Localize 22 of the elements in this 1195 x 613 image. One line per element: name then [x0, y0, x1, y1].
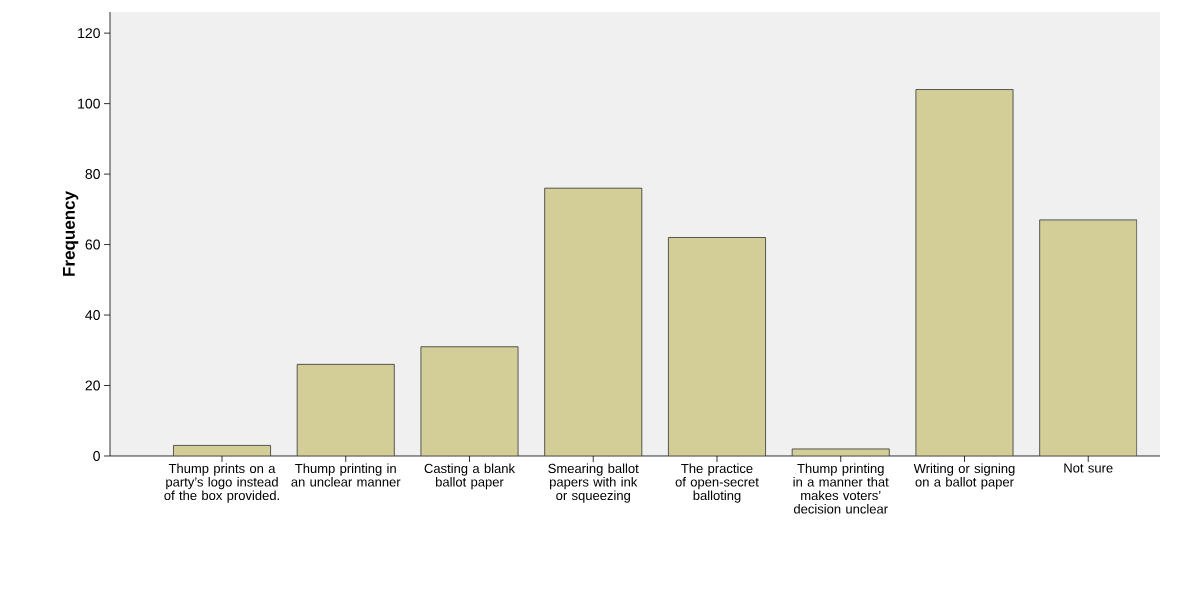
bar	[420, 346, 519, 456]
x-tick-label: Smearing ballot papers with ink or squeezing	[548, 463, 639, 503]
x-tick-label: Thump prints on a party’s logo instead of the box provided.	[164, 463, 279, 503]
x-tick-label: The practice of open-secret balloting	[675, 463, 759, 503]
y-tick-label: 100	[78, 98, 100, 109]
y-tick-label: 20	[85, 380, 100, 391]
x-tick-label: Casting a blank ballot paper	[424, 463, 516, 490]
x-tick-label: Not sure	[1064, 463, 1113, 473]
y-tick-label: 0	[93, 451, 100, 461]
y-axis-title: Frequency	[63, 191, 79, 276]
y-tick-label: 120	[78, 28, 100, 39]
y-tick-label: 80	[85, 169, 100, 180]
x-tick-label: Thump printing in an unclear manner	[291, 463, 401, 487]
bar	[544, 187, 643, 456]
x-tick-label: Writing or signing on a ballot paper	[913, 463, 1015, 490]
bar	[296, 363, 395, 456]
y-tick-label: 40	[85, 310, 100, 320]
bar	[1039, 219, 1138, 456]
y-tick-label: 60	[85, 239, 100, 250]
bar	[668, 237, 766, 456]
bar	[915, 89, 1014, 456]
x-tick-label: Thump printing in a manner that makes voters’ decision unclear	[793, 463, 889, 514]
